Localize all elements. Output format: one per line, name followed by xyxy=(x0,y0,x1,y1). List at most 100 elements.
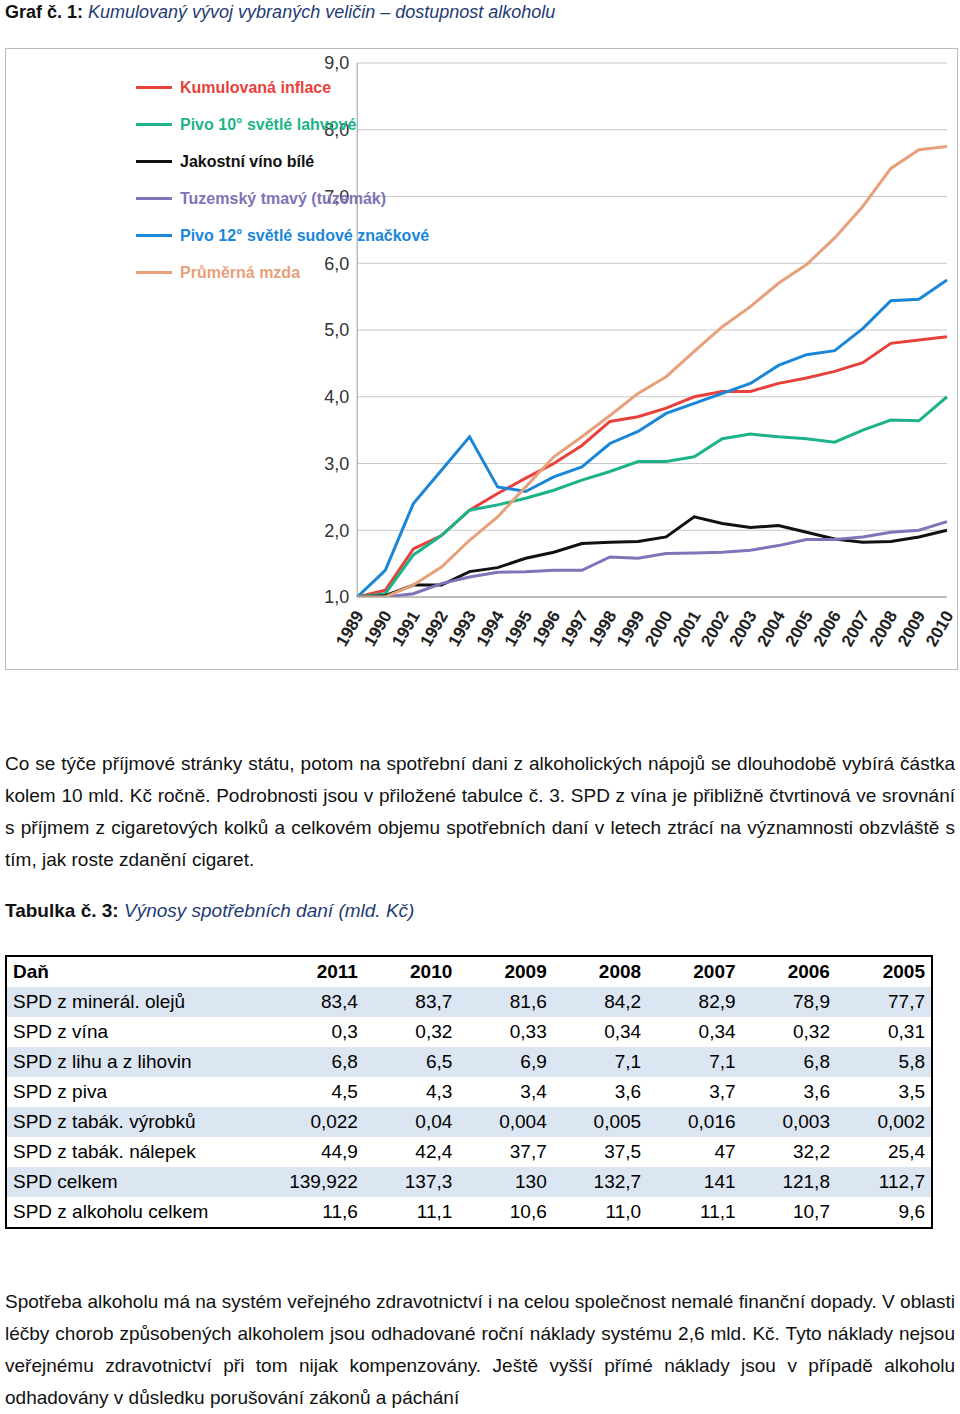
html-text:2005: 2005 xyxy=(882,961,925,982)
svg-text:4,0: 4,0 xyxy=(324,387,349,407)
svg-text:2007: 2007 xyxy=(838,608,873,650)
html-text:2008: 2008 xyxy=(598,961,642,982)
html-text:0,31: 0,31 xyxy=(888,1021,925,1042)
html-text:SPD z alkoholu celkem: SPD z alkoholu celkem xyxy=(13,1201,209,1222)
html-text:2006: 2006 xyxy=(787,961,830,982)
svg-text:2005: 2005 xyxy=(782,608,817,650)
html-text:Co se týče příjmové stránky st: Co se týče příjmové stránky státu, potom… xyxy=(5,753,955,870)
html-text:130: 130 xyxy=(515,1171,547,1192)
html-text:6,8: 6,8 xyxy=(803,1051,830,1072)
svg-text:1993: 1993 xyxy=(445,608,480,650)
svg-text:2000: 2000 xyxy=(641,608,676,650)
html-text:42,4: 42,4 xyxy=(415,1141,453,1162)
html-text:2011: 2011 xyxy=(316,961,358,982)
html-text:0,04: 0,04 xyxy=(415,1111,453,1132)
html-text:81,6: 81,6 xyxy=(509,991,547,1012)
html-text:77,7: 77,7 xyxy=(888,991,925,1012)
svg-text:2002: 2002 xyxy=(697,608,732,650)
html-text:2009: 2009 xyxy=(504,961,547,982)
svg-text:3,0: 3,0 xyxy=(324,454,349,474)
html-text:141: 141 xyxy=(703,1171,736,1192)
svg-text:2006: 2006 xyxy=(810,608,845,650)
html-text:132,7: 132,7 xyxy=(593,1171,642,1192)
html-text:25,4: 25,4 xyxy=(888,1141,925,1162)
html-text:7,1: 7,1 xyxy=(614,1051,642,1072)
svg-text:2009: 2009 xyxy=(894,608,929,650)
html-text:32,2: 32,2 xyxy=(793,1141,830,1162)
html-text:0,005: 0,005 xyxy=(593,1111,642,1132)
svg-text:1992: 1992 xyxy=(416,608,451,650)
svg-text:1994: 1994 xyxy=(473,607,509,650)
html-text:121,8: 121,8 xyxy=(782,1171,830,1192)
html-text:84,2: 84,2 xyxy=(604,991,642,1012)
svg-text:2003: 2003 xyxy=(725,608,760,650)
svg-text:2001: 2001 xyxy=(669,608,704,650)
svg-text:2004: 2004 xyxy=(754,607,790,650)
html-text:83,7: 83,7 xyxy=(415,991,453,1012)
html-text:0,33: 0,33 xyxy=(509,1021,547,1042)
svg-text:2008: 2008 xyxy=(866,608,901,650)
html-text:78,9: 78,9 xyxy=(793,991,830,1012)
svg-text:8,0: 8,0 xyxy=(324,120,349,140)
html-text:3,7: 3,7 xyxy=(709,1081,736,1102)
html-text:112,7: 112,7 xyxy=(878,1171,925,1192)
svg-text:1996: 1996 xyxy=(529,608,564,650)
html-text:0,022: 0,022 xyxy=(310,1111,358,1132)
html-text:11,6: 11,6 xyxy=(322,1201,358,1222)
svg-text:1999: 1999 xyxy=(613,608,648,650)
svg-text:1997: 1997 xyxy=(557,608,592,650)
html-text:3,5: 3,5 xyxy=(898,1081,925,1102)
html-text:44,9: 44,9 xyxy=(320,1141,358,1162)
html-text:0,002: 0,002 xyxy=(877,1111,925,1132)
html-text:0,32: 0,32 xyxy=(793,1021,830,1042)
svg-text:1995: 1995 xyxy=(501,608,536,650)
html-text:3,6: 3,6 xyxy=(803,1081,830,1102)
html-text:0,32: 0,32 xyxy=(415,1021,453,1042)
html-text:0,004: 0,004 xyxy=(499,1111,547,1132)
html-text:3,6: 3,6 xyxy=(614,1081,642,1102)
html-text:7,1: 7,1 xyxy=(709,1051,736,1072)
html-text:Spotřeba alkoholu má na systém: Spotřeba alkoholu má na systém veřejného… xyxy=(5,1291,955,1408)
html-text:3,4: 3,4 xyxy=(520,1081,547,1102)
svg-text:7,0: 7,0 xyxy=(324,187,349,207)
html-text:SPD z tabák. výrobků: SPD z tabák. výrobků xyxy=(13,1111,196,1132)
html-text:82,9: 82,9 xyxy=(698,991,736,1012)
html-text:37,7: 37,7 xyxy=(509,1141,547,1162)
html-text:0,003: 0,003 xyxy=(782,1111,830,1132)
html-text:SPD z vína: SPD z vína xyxy=(13,1021,108,1042)
svg-text:2,0: 2,0 xyxy=(324,521,349,541)
html-text:5,8: 5,8 xyxy=(898,1051,925,1072)
svg-text:1,0: 1,0 xyxy=(324,587,349,607)
svg-text:6,0: 6,0 xyxy=(324,254,349,274)
html-text:37,5: 37,5 xyxy=(604,1141,642,1162)
html-text:4,5: 4,5 xyxy=(331,1081,358,1102)
html-text:2010: 2010 xyxy=(410,961,453,982)
html-text:SPD z tabák. nálepek: SPD z tabák. nálepek xyxy=(13,1141,196,1162)
html-text:Tabulka č. 3: Výnosy spotřební: Tabulka č. 3: Výnosy spotřebních daní (m… xyxy=(5,900,415,921)
html-text:0,34: 0,34 xyxy=(604,1021,642,1042)
svg-text:1991: 1991 xyxy=(388,608,423,650)
html-text:139,922: 139,922 xyxy=(289,1171,358,1192)
html-text:0,3: 0,3 xyxy=(331,1021,358,1042)
svg-text:9,0: 9,0 xyxy=(324,53,349,73)
html-text:83,4: 83,4 xyxy=(320,991,358,1012)
html-text:2007: 2007 xyxy=(693,961,736,982)
html-text:SPD z piva: SPD z piva xyxy=(13,1081,107,1102)
html-text:SPD celkem: SPD celkem xyxy=(13,1171,118,1192)
html-text:6,8: 6,8 xyxy=(331,1051,358,1072)
html-text:0,34: 0,34 xyxy=(698,1021,736,1042)
svg-text:1998: 1998 xyxy=(585,608,620,650)
html-text:47: 47 xyxy=(714,1141,736,1162)
html-text:6,9: 6,9 xyxy=(520,1051,547,1072)
html-text:0,016: 0,016 xyxy=(688,1111,736,1132)
html-text:4,3: 4,3 xyxy=(425,1081,453,1102)
html-text:SPD z minerál. olejů: SPD z minerál. olejů xyxy=(13,991,186,1012)
svg-text:2010: 2010 xyxy=(922,608,952,650)
svg-text:1989: 1989 xyxy=(332,608,367,650)
svg-text:5,0: 5,0 xyxy=(324,320,349,340)
svg-text:1990: 1990 xyxy=(360,608,395,650)
html-text:6,5: 6,5 xyxy=(425,1051,453,1072)
html-text:Daň: Daň xyxy=(13,961,49,982)
html-text:SPD z lihu a z lihovin: SPD z lihu a z lihovin xyxy=(13,1051,192,1072)
html-text:137,3: 137,3 xyxy=(404,1171,453,1192)
